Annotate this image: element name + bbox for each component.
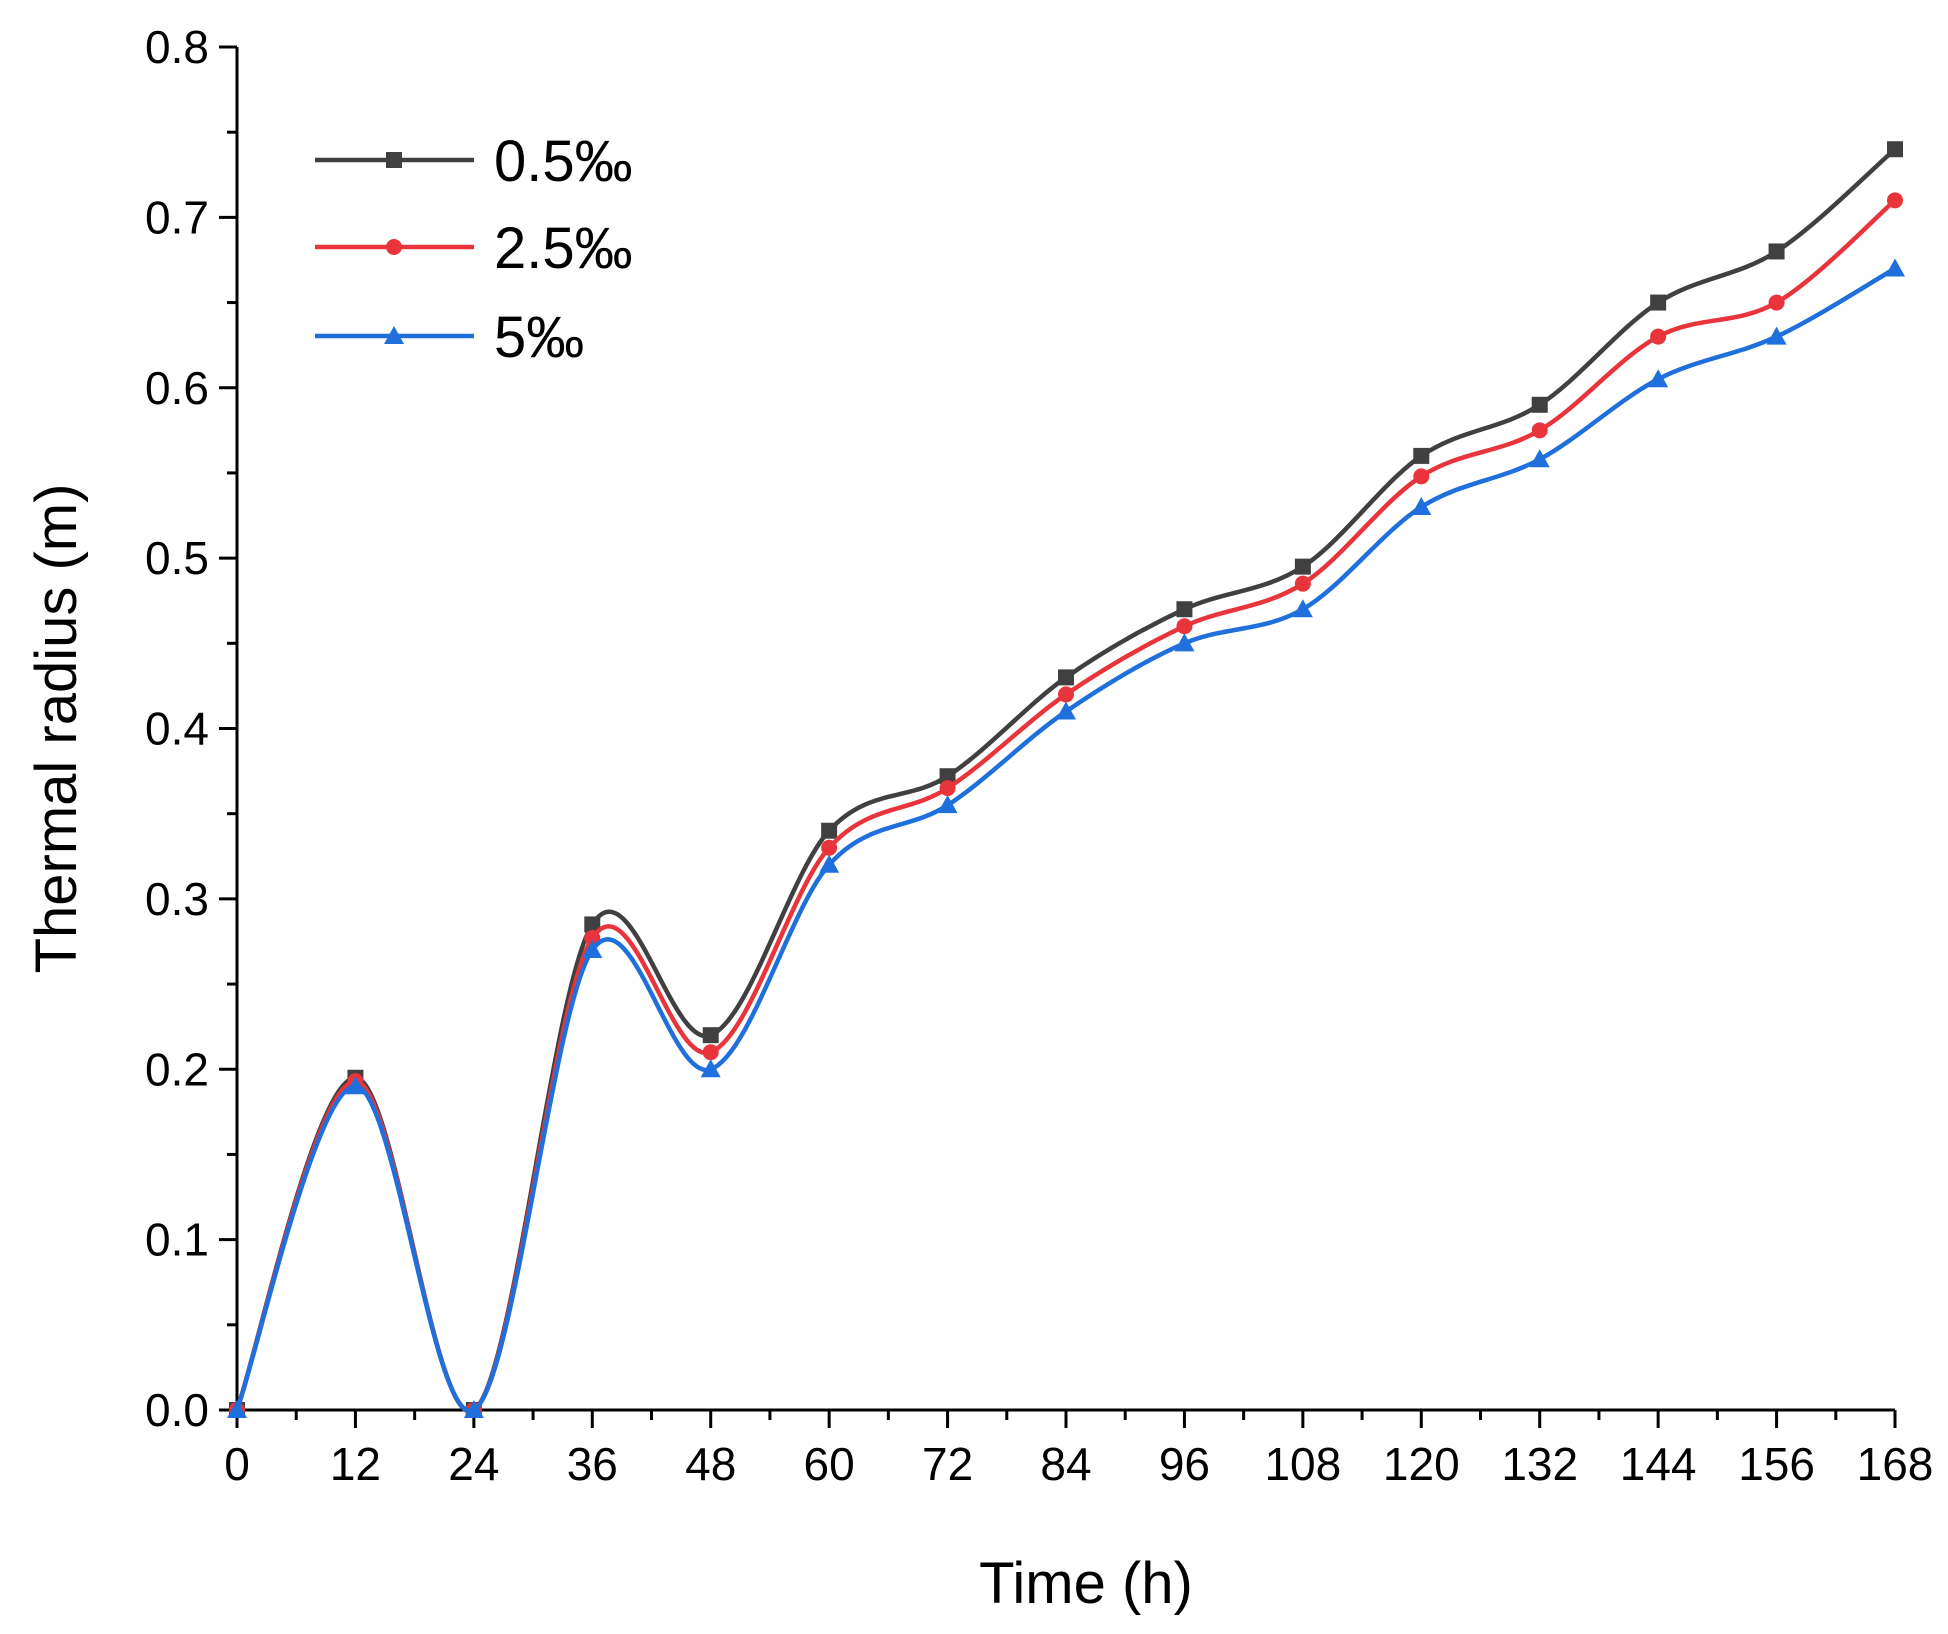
data-point <box>1766 326 1787 345</box>
data-point <box>584 916 601 933</box>
data-point <box>1174 633 1195 652</box>
legend-label: 0.5‰ <box>494 129 633 194</box>
legend-item: 5‰ <box>315 305 584 370</box>
x-tick-label: 156 <box>1738 1438 1815 1490</box>
y-axis-label: Thermal radius (m) <box>24 484 89 974</box>
legend-item: 0.5‰ <box>315 129 633 194</box>
data-point <box>1887 141 1903 158</box>
y-axis-ticks: 0.0 0.1 0.2 0.3 0.4 0.5 0.6 0.7 0.8 <box>145 21 237 1436</box>
x-tick-label: 144 <box>1620 1438 1697 1490</box>
data-point <box>939 768 956 785</box>
x-tick-label: 96 <box>1159 1438 1210 1490</box>
data-point <box>1294 575 1311 592</box>
data-point <box>1650 328 1667 345</box>
legend-item: 2.5‰ <box>315 216 633 281</box>
data-point <box>1058 669 1074 686</box>
data-point <box>463 1400 484 1418</box>
series-line <box>234 266 1897 1414</box>
data-point <box>582 939 603 958</box>
series-line <box>234 147 1897 1414</box>
data-point <box>1413 468 1430 485</box>
data-point <box>1650 294 1667 311</box>
x-axis-ticks: 0 12 24 36 48 60 72 84 96 108 120 132 144 156 168 <box>224 1410 1933 1490</box>
x-tick-label: 12 <box>330 1438 381 1490</box>
data-point <box>939 780 956 797</box>
x-tick-label: 168 <box>1857 1438 1934 1490</box>
x-tick-label: 48 <box>685 1438 736 1490</box>
y-tick-label: 0.1 <box>145 1214 209 1266</box>
series-line <box>234 198 1897 1414</box>
data-point <box>821 822 838 839</box>
data-point <box>937 795 958 814</box>
data-point <box>702 1044 719 1061</box>
y-tick-label: 0.4 <box>145 703 209 755</box>
y-tick-label: 0.5 <box>145 532 209 584</box>
y-tick-label: 0.0 <box>145 1384 209 1436</box>
data-point <box>700 1059 721 1078</box>
y-tick-label: 0.6 <box>145 362 209 414</box>
legend-swatch-marker <box>386 152 402 168</box>
data-point <box>1056 701 1076 720</box>
y-tick-label: 0.7 <box>145 191 209 243</box>
legend-label: 5‰ <box>494 305 584 370</box>
x-tick-label: 0 <box>224 1438 250 1490</box>
data-point <box>1411 497 1432 516</box>
data-point <box>1531 422 1548 439</box>
data-point <box>1768 294 1785 311</box>
x-tick-label: 72 <box>922 1438 973 1490</box>
x-tick-label: 24 <box>448 1438 499 1490</box>
data-point <box>821 839 838 856</box>
data-point <box>1413 447 1430 464</box>
x-tick-label: 132 <box>1501 1438 1578 1490</box>
data-point <box>1531 396 1548 413</box>
data-point <box>345 1076 366 1095</box>
x-axis-label: Time (h) <box>979 1551 1193 1616</box>
data-point <box>1885 258 1905 277</box>
data-point <box>1176 601 1193 618</box>
data-point <box>1058 686 1074 703</box>
x-tick-label: 36 <box>567 1438 618 1490</box>
legend: 0.5‰ 2.5‰ 5‰ <box>315 129 633 370</box>
data-point <box>1529 449 1550 468</box>
legend-swatch-marker <box>386 239 402 255</box>
legend-swatch-marker <box>384 326 404 344</box>
x-tick-label: 108 <box>1264 1438 1341 1490</box>
data-point <box>1887 192 1903 209</box>
data-point <box>1768 243 1785 260</box>
x-tick-label: 120 <box>1383 1438 1460 1490</box>
legend-label: 2.5‰ <box>494 216 633 281</box>
data-point <box>1176 618 1193 635</box>
y-tick-label: 0.2 <box>145 1043 209 1095</box>
data-point <box>1648 369 1669 388</box>
series-triangle <box>227 258 1905 1418</box>
data-point <box>702 1027 719 1044</box>
x-tick-label: 60 <box>804 1438 855 1490</box>
y-tick-label: 0.3 <box>145 873 209 925</box>
data-point <box>227 1400 247 1418</box>
data-point <box>1294 558 1311 575</box>
series-circle <box>229 192 1903 1418</box>
y-tick-label: 0.8 <box>145 21 209 73</box>
series-layer <box>227 141 1905 1418</box>
data-point <box>1292 599 1313 618</box>
data-point <box>819 854 840 873</box>
x-tick-label: 84 <box>1040 1438 1091 1490</box>
